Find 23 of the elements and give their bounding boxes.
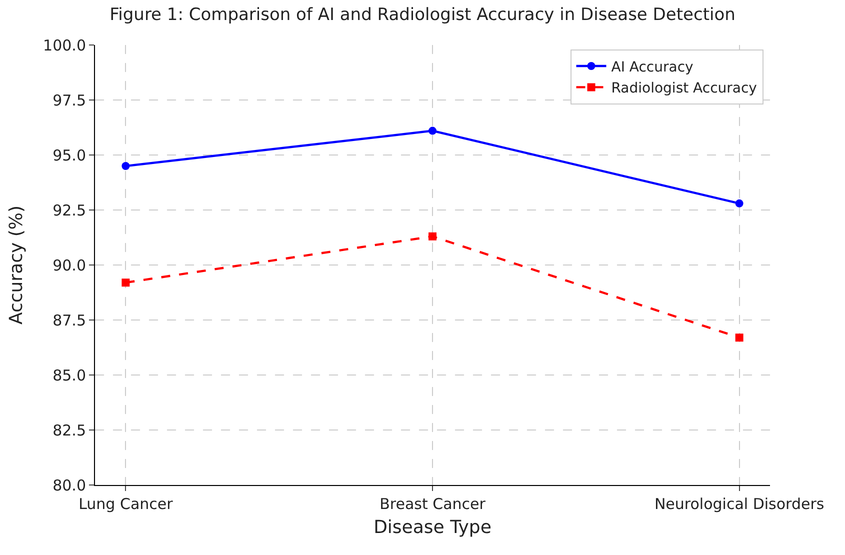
y-tick-label: 97.5 <box>52 91 86 110</box>
point <box>428 126 436 135</box>
legend-label: AI Accuracy <box>611 59 694 76</box>
x-tick-label: Lung Cancer <box>78 495 174 513</box>
y-tick-label: 90.0 <box>52 256 86 274</box>
y-tick-label: 80.0 <box>52 476 86 494</box>
legend-label: Radiologist Accuracy <box>611 80 757 97</box>
point <box>735 199 744 208</box>
y-axis-title: Accuracy (%) <box>6 205 28 325</box>
x-tick-label: Breast Cancer <box>380 495 486 513</box>
point <box>122 278 130 287</box>
point <box>122 162 130 170</box>
y-tick-label: 100.0 <box>43 36 86 54</box>
x-tick-label: Neurological Disorders <box>654 495 824 513</box>
point <box>428 232 436 240</box>
x-axis-title: Disease Type <box>374 517 492 538</box>
y-tick-label: 92.5 <box>52 201 86 220</box>
y-tick-label: 95.0 <box>52 146 86 164</box>
point <box>735 334 744 342</box>
y-tick-label: 82.5 <box>52 421 86 440</box>
y-tick-label: 87.5 <box>52 311 86 330</box>
chart-title: Figure 1: Comparison of AI and Radiologist Accuracy in Disease Detection <box>110 5 736 26</box>
y-tick-label: 85.0 <box>52 366 86 384</box>
